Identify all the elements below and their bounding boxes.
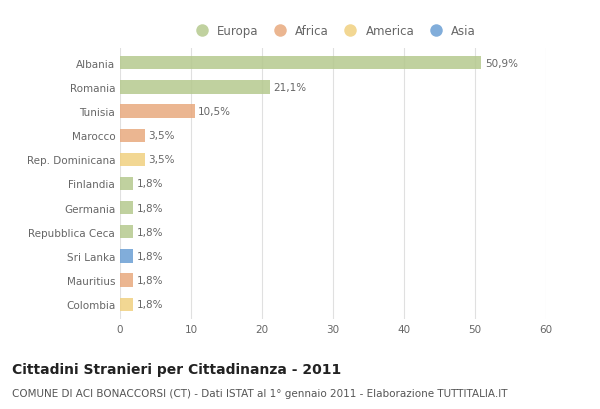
Bar <box>120 298 133 311</box>
Text: 1,8%: 1,8% <box>136 179 163 189</box>
Text: 10,5%: 10,5% <box>198 107 231 117</box>
Bar <box>120 105 194 118</box>
Bar <box>120 202 133 215</box>
Text: COMUNE DI ACI BONACCORSI (CT) - Dati ISTAT al 1° gennaio 2011 - Elaborazione TUT: COMUNE DI ACI BONACCORSI (CT) - Dati IST… <box>12 389 508 398</box>
Text: 1,8%: 1,8% <box>136 203 163 213</box>
Bar <box>120 226 133 239</box>
Legend: Europa, Africa, America, Asia: Europa, Africa, America, Asia <box>185 20 481 42</box>
Text: 50,9%: 50,9% <box>485 58 518 69</box>
Text: 21,1%: 21,1% <box>274 83 307 92</box>
Bar <box>120 81 270 94</box>
Bar <box>120 129 145 142</box>
Bar <box>120 178 133 191</box>
Text: 1,8%: 1,8% <box>136 227 163 237</box>
Text: 3,5%: 3,5% <box>148 155 175 165</box>
Text: 1,8%: 1,8% <box>136 299 163 310</box>
Text: 1,8%: 1,8% <box>136 276 163 285</box>
Text: Cittadini Stranieri per Cittadinanza - 2011: Cittadini Stranieri per Cittadinanza - 2… <box>12 362 341 376</box>
Bar <box>120 57 481 70</box>
Bar <box>120 153 145 166</box>
Text: 3,5%: 3,5% <box>148 131 175 141</box>
Text: 1,8%: 1,8% <box>136 252 163 261</box>
Bar <box>120 274 133 287</box>
Bar <box>120 250 133 263</box>
